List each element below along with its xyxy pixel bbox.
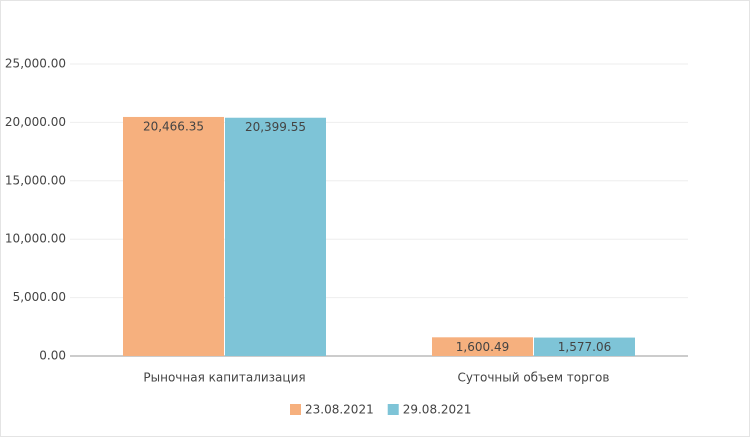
bar bbox=[225, 117, 326, 357]
legend-label: 29.08.2021 bbox=[403, 403, 472, 417]
legend-swatch bbox=[290, 404, 301, 415]
value-label: 20,466.35 bbox=[143, 119, 204, 133]
y-tick-label: 20,000.00 bbox=[5, 115, 66, 129]
y-tick-label: 5,000.00 bbox=[13, 290, 66, 304]
x-tick-label: Рыночная капитализация bbox=[143, 371, 305, 385]
value-label: 1,577.06 bbox=[558, 340, 611, 354]
bar bbox=[534, 337, 635, 356]
legend-swatch bbox=[387, 404, 399, 415]
y-tick-label: 15,000.00 bbox=[5, 173, 66, 187]
x-tick-label: Суточный объем торгов bbox=[458, 371, 610, 385]
y-tick-label: 10,000.00 bbox=[5, 232, 66, 246]
y-tick-label: 0.00 bbox=[39, 349, 66, 363]
value-label: 20,399.55 bbox=[245, 120, 306, 134]
legend-label: 23.08.2021 bbox=[305, 403, 374, 417]
y-tick-label: 25,000.00 bbox=[5, 57, 66, 71]
value-label: 1,600.49 bbox=[456, 340, 509, 354]
bar bbox=[432, 337, 533, 356]
bar bbox=[123, 116, 224, 356]
